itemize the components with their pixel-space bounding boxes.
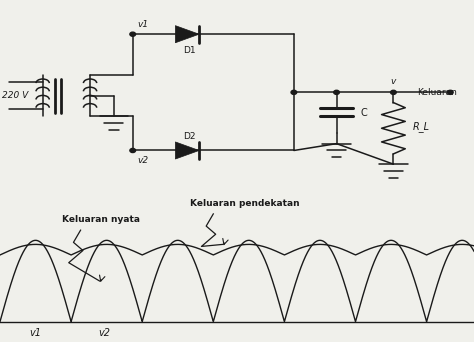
Text: R_L: R_L — [412, 121, 429, 132]
Text: v: v — [391, 77, 396, 86]
Text: v2: v2 — [98, 328, 110, 338]
Text: Keluaran pendekatan: Keluaran pendekatan — [190, 199, 299, 208]
Text: D1: D1 — [183, 46, 196, 55]
Text: v2: v2 — [137, 156, 148, 165]
Circle shape — [130, 32, 136, 36]
Polygon shape — [175, 26, 199, 43]
Polygon shape — [175, 142, 199, 159]
Circle shape — [447, 90, 453, 94]
Text: D2: D2 — [183, 132, 196, 141]
Text: Keluaran: Keluaran — [417, 88, 457, 97]
Text: v1: v1 — [29, 328, 42, 338]
Circle shape — [291, 90, 297, 94]
Circle shape — [391, 90, 396, 94]
Text: v1: v1 — [137, 20, 148, 29]
Text: 220 V: 220 V — [2, 91, 28, 100]
Circle shape — [334, 90, 339, 94]
Text: C: C — [360, 108, 367, 118]
Text: Keluaran nyata: Keluaran nyata — [62, 215, 140, 224]
Circle shape — [130, 148, 136, 153]
